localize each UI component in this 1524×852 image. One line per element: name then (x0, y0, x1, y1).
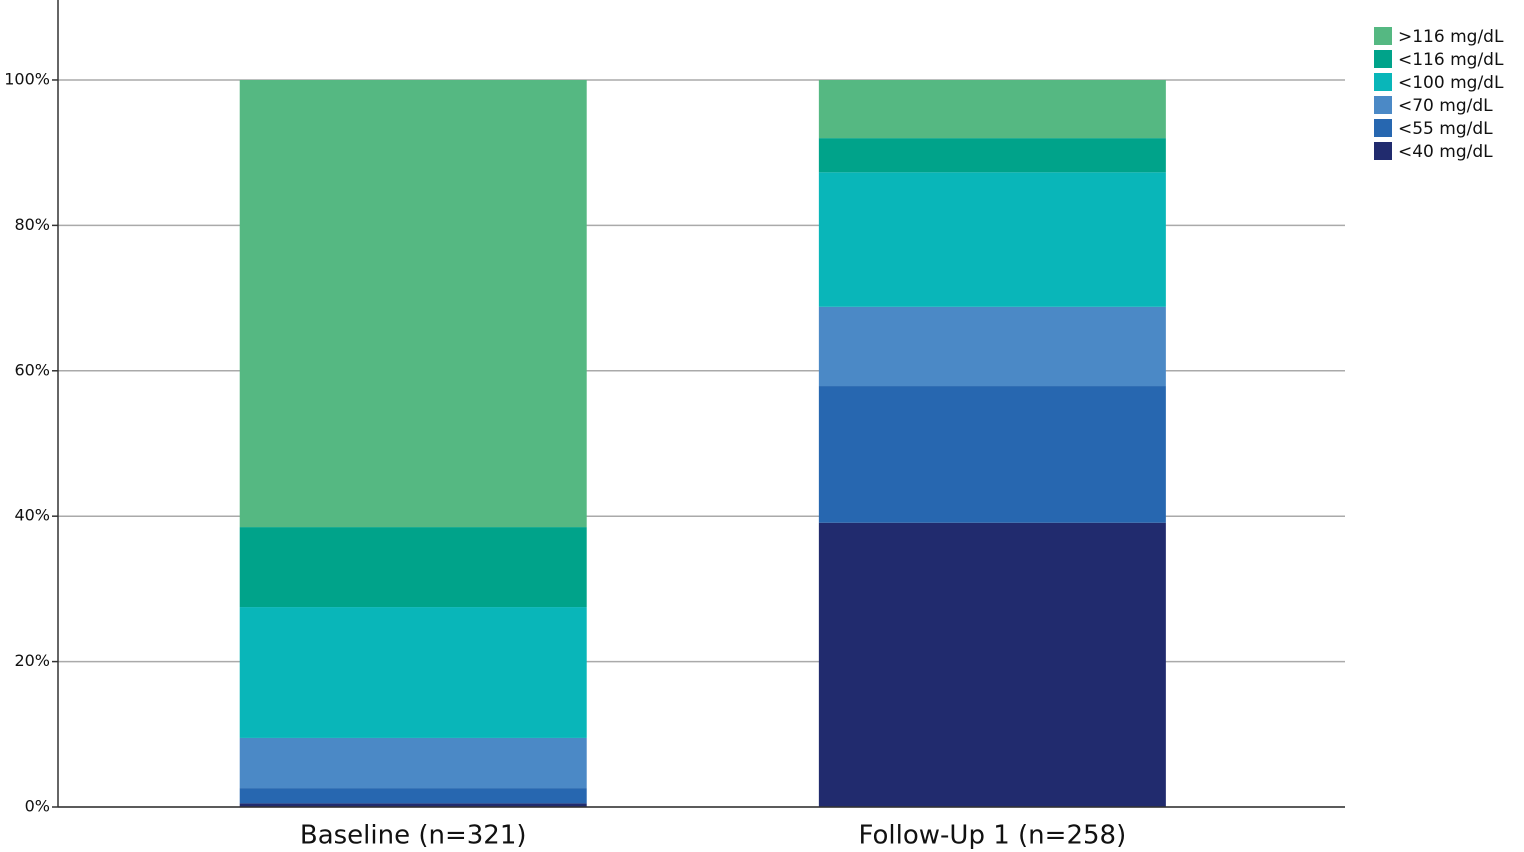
legend-label: <55 mg/dL (1398, 119, 1493, 139)
y-tick-label: 40% (14, 506, 50, 525)
legend-swatch (1374, 27, 1392, 45)
legend-label: <70 mg/dL (1398, 96, 1493, 116)
bar-segment (239, 803, 587, 807)
bar-segment (818, 386, 1166, 523)
legend-swatch (1374, 119, 1392, 137)
bar-segment (818, 138, 1166, 173)
bar-segment (818, 522, 1166, 807)
y-tick-label: 60% (14, 360, 50, 379)
y-tick-label: 20% (14, 651, 50, 670)
bar-segment (239, 788, 587, 804)
legend-swatch (1374, 50, 1392, 68)
legend-swatch (1374, 142, 1392, 160)
bar-segment (818, 79, 1166, 139)
bar-segment (239, 79, 587, 528)
y-tick-label: 80% (14, 215, 50, 234)
y-tick-label: 100% (4, 69, 50, 88)
legend-label: >116 mg/dL (1398, 27, 1504, 47)
bar-segment (239, 737, 587, 789)
bar-segment (239, 527, 587, 608)
bar-segment (239, 607, 587, 738)
x-tick-label: Baseline (n=321) (300, 821, 527, 851)
legend-label: <100 mg/dL (1398, 73, 1504, 93)
bar-segment (818, 172, 1166, 307)
y-tick-label: 0% (25, 797, 50, 816)
legend-label: <40 mg/dL (1398, 142, 1493, 162)
legend-swatch (1374, 96, 1392, 114)
x-tick-label: Follow-Up 1 (n=258) (859, 821, 1127, 851)
legend-label: <116 mg/dL (1398, 50, 1504, 70)
bar-segment (818, 306, 1166, 387)
legend-swatch (1374, 73, 1392, 91)
